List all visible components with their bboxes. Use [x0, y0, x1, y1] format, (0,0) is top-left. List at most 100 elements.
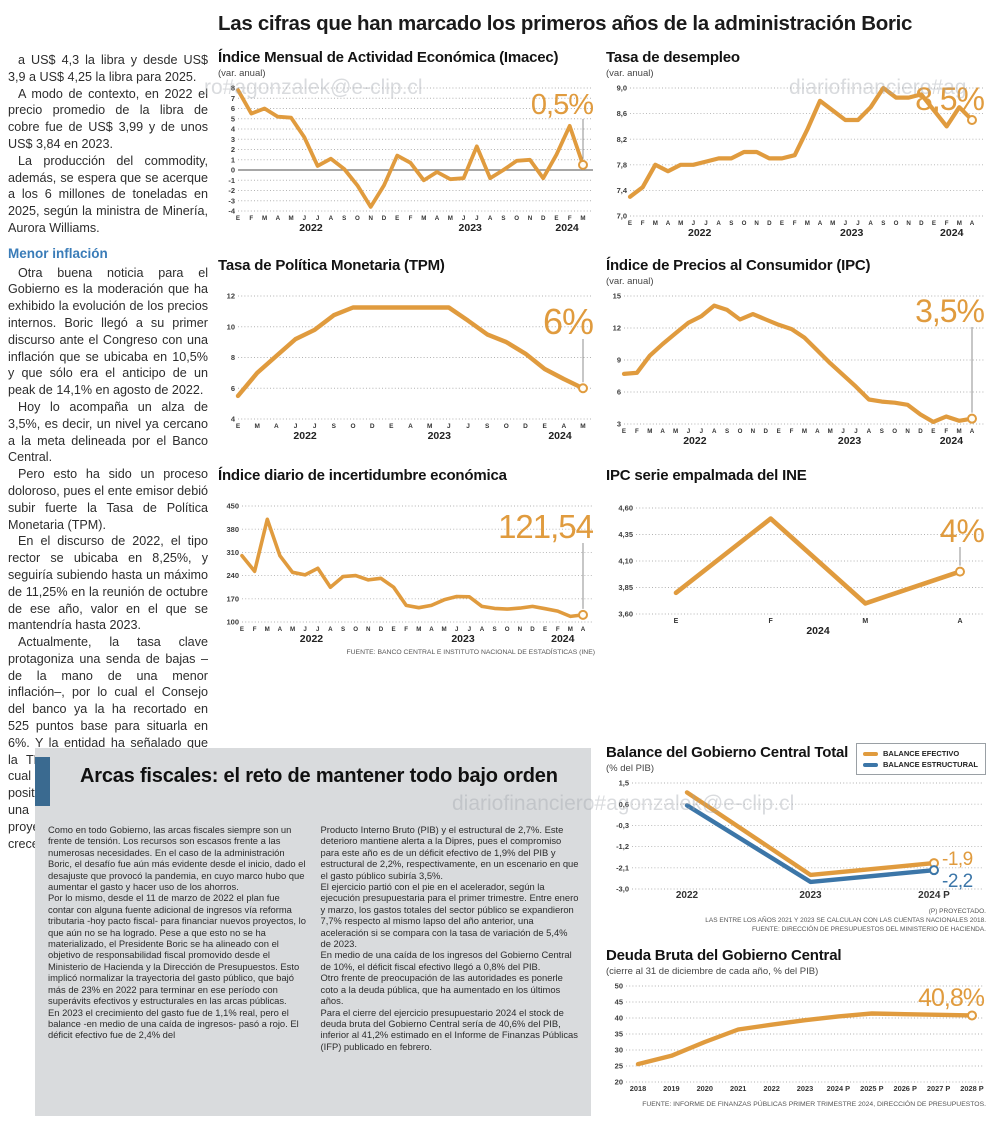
svg-text:D: D: [370, 423, 375, 430]
svg-text:D: D: [919, 220, 924, 227]
svg-text:2024: 2024: [940, 435, 964, 447]
svg-text:3,5%: 3,5%: [915, 293, 984, 329]
chart-title: Índice diario de incertidumbre económica: [218, 467, 507, 484]
svg-text:9: 9: [617, 355, 621, 364]
svg-text:N: N: [905, 428, 910, 435]
svg-text:10: 10: [227, 322, 235, 331]
svg-text:8: 8: [231, 353, 235, 362]
svg-text:F: F: [793, 220, 797, 227]
svg-text:0,6: 0,6: [619, 800, 629, 809]
chart-title: IPC serie empalmada del INE: [606, 467, 807, 484]
svg-text:J: J: [313, 423, 317, 430]
svg-text:F: F: [404, 626, 408, 633]
legend-label: BALANCE EFECTIVO: [883, 749, 960, 758]
svg-text:M: M: [862, 618, 868, 625]
svg-text:4,10: 4,10: [618, 556, 633, 565]
svg-text:2021: 2021: [730, 1084, 746, 1093]
balance-line-chart: 1,5 0,6 -0,3 -1,2 -2,1 -3,0 2022 2023 2024 P -1,9…: [616, 778, 984, 901]
svg-text:A: A: [278, 626, 283, 633]
svg-text:M: M: [673, 428, 678, 435]
svg-text:A: A: [970, 220, 975, 227]
svg-text:2023: 2023: [451, 633, 475, 645]
svg-text:A: A: [818, 220, 823, 227]
svg-text:A: A: [815, 428, 820, 435]
svg-text:J: J: [854, 428, 858, 435]
svg-text:A: A: [716, 220, 721, 227]
svg-text:-1,9: -1,9: [942, 849, 973, 870]
paragraph: Por lo mismo, desde el 11 de marzo de 20…: [48, 892, 306, 1007]
svg-text:40,8%: 40,8%: [918, 984, 985, 1012]
svg-text:121,54: 121,54: [498, 508, 594, 545]
chart-title: Tasa de desempleo: [606, 49, 740, 66]
svg-text:A: A: [488, 215, 493, 222]
main-headline: Las cifras que han marcado los primeros …: [218, 12, 913, 35]
svg-text:3,60: 3,60: [618, 609, 633, 618]
svg-text:2: 2: [231, 145, 235, 154]
svg-text:N: N: [366, 626, 371, 633]
svg-text:8,6: 8,6: [617, 109, 627, 118]
svg-text:7,4: 7,4: [617, 186, 628, 195]
svg-text:-2,1: -2,1: [616, 863, 629, 872]
svg-text:O: O: [742, 220, 747, 227]
svg-text:E: E: [542, 423, 547, 430]
footnote: FUENTE: DIRECCIÓN DE PRESUPUESTOS DEL MI…: [751, 925, 986, 933]
svg-text:F: F: [769, 618, 774, 625]
svg-text:A: A: [480, 626, 485, 633]
chart-subtitle: (var. anual): [218, 67, 266, 79]
svg-text:M: M: [580, 215, 585, 222]
svg-text:2019: 2019: [663, 1084, 679, 1093]
svg-text:-0,3: -0,3: [616, 821, 629, 830]
paragraph: En el discurso de 2022, el tipo rector s…: [8, 534, 208, 633]
fiscal-section-title: Arcas fiscales: el reto de mantener todo…: [80, 765, 558, 787]
chart-subtitle: (cierre al 31 de diciembre de cada año, …: [606, 965, 819, 977]
fiscal-section: Arcas fiscales: el reto de mantener todo…: [35, 748, 591, 1116]
svg-text:9,0: 9,0: [617, 83, 627, 92]
svg-text:E: E: [780, 220, 784, 227]
svg-text:6: 6: [617, 387, 621, 396]
chart-ipc-empalmada: IPC serie empalmada del INE 4,60 4,35 4,10…: [606, 467, 986, 640]
svg-text:D: D: [379, 626, 384, 633]
svg-text:2022: 2022: [688, 227, 712, 239]
svg-text:2024: 2024: [548, 430, 572, 442]
svg-text:2027 P: 2027 P: [927, 1084, 950, 1093]
svg-text:F: F: [556, 626, 560, 633]
svg-text:D: D: [918, 428, 923, 435]
svg-text:3: 3: [231, 135, 235, 144]
svg-text:M: M: [288, 215, 293, 222]
svg-text:S: S: [881, 220, 885, 227]
svg-text:E: E: [236, 423, 241, 430]
svg-text:O: O: [355, 215, 360, 222]
footnote: LAS ENTRE LOS AÑOS 2021 Y 2023 SE CALCUL…: [705, 916, 986, 924]
svg-text:E: E: [395, 215, 399, 222]
svg-text:J: J: [303, 626, 307, 633]
svg-text:E: E: [674, 618, 679, 625]
svg-text:2022: 2022: [683, 435, 707, 447]
svg-text:J: J: [468, 626, 472, 633]
svg-text:2024: 2024: [555, 222, 579, 234]
svg-text:A: A: [329, 215, 334, 222]
paragraph: Producto Interno Bruto (PIB) y el estruc…: [320, 824, 579, 881]
svg-text:J: J: [475, 215, 479, 222]
svg-text:S: S: [341, 626, 345, 633]
svg-text:M: M: [802, 428, 807, 435]
balance-legend: BALANCE EFECTIVO BALANCE ESTRUCTURAL: [856, 743, 986, 775]
article-paragraph-group: Otra buena noticia para el Gobierno es l…: [8, 265, 208, 635]
svg-text:F: F: [641, 220, 645, 227]
paragraph: Para el cierre del ejercicio presupuesta…: [320, 1006, 578, 1052]
svg-text:7: 7: [231, 94, 235, 103]
svg-text:45: 45: [615, 997, 623, 1006]
svg-text:2022: 2022: [293, 430, 317, 442]
svg-text:S: S: [501, 215, 505, 222]
svg-text:-1: -1: [228, 176, 235, 185]
paragraph: A modo de contexto, en 2022 el precio pr…: [8, 86, 208, 151]
article-subhead: Menor inflación: [8, 245, 108, 261]
svg-text:O: O: [514, 215, 519, 222]
svg-text:7,8: 7,8: [617, 160, 627, 169]
svg-text:N: N: [754, 220, 759, 227]
svg-text:O: O: [504, 423, 509, 430]
svg-text:M: M: [254, 423, 259, 430]
svg-text:A: A: [660, 428, 665, 435]
svg-text:D: D: [523, 423, 528, 430]
svg-text:O: O: [505, 626, 510, 633]
